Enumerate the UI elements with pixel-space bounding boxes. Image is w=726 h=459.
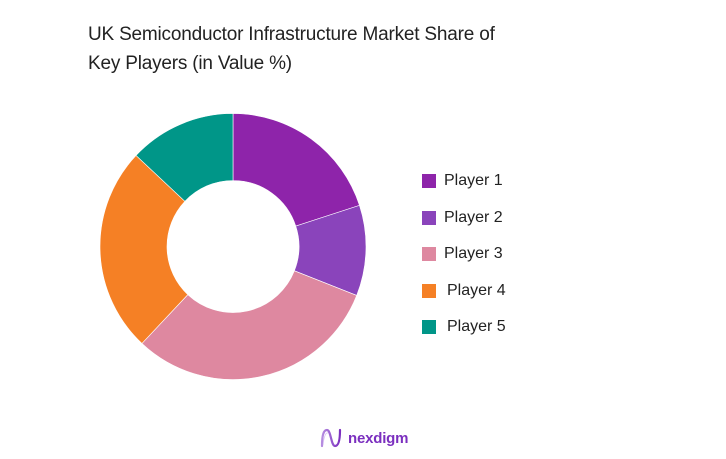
legend-swatch bbox=[422, 283, 436, 298]
legend-label: Player 4 bbox=[447, 281, 506, 299]
legend-item-player-1[interactable]: Player 1 bbox=[422, 163, 506, 200]
brand-logo: nexdigm bbox=[320, 428, 408, 448]
donut-segment-player-1[interactable] bbox=[232, 113, 360, 227]
donut-segment-player-3[interactable] bbox=[141, 270, 358, 380]
legend-label: Player 2 bbox=[444, 208, 503, 226]
legend-swatch bbox=[422, 320, 436, 335]
chart-title: UK Semiconductor Infrastructure Market S… bbox=[88, 20, 648, 78]
donut-segment-player-5[interactable] bbox=[135, 113, 234, 202]
legend-swatch bbox=[422, 174, 436, 189]
brand-name: nexdigm bbox=[348, 429, 409, 447]
legend-item-player-5[interactable]: Player 5 bbox=[422, 309, 506, 346]
legend-item-player-3[interactable]: Player 3 bbox=[422, 236, 506, 273]
chart-title-line-1: UK Semiconductor Infrastructure Market S… bbox=[88, 24, 495, 45]
wave-logo-icon bbox=[320, 428, 342, 448]
legend-item-player-2[interactable]: Player 2 bbox=[422, 200, 506, 237]
legend-item-player-4[interactable]: Player 4 bbox=[422, 273, 506, 310]
legend-swatch bbox=[422, 210, 436, 225]
legend-label: Player 5 bbox=[447, 318, 506, 336]
chart-legend: Player 1 Player 2 Player 3 Player 4 Play… bbox=[422, 163, 506, 346]
chart-title-line-2: Key Players (in Value %) bbox=[88, 53, 292, 74]
legend-label: Player 3 bbox=[444, 245, 503, 263]
legend-swatch bbox=[422, 247, 436, 262]
donut-segment-player-4[interactable] bbox=[99, 155, 189, 344]
legend-label: Player 1 bbox=[444, 172, 503, 190]
